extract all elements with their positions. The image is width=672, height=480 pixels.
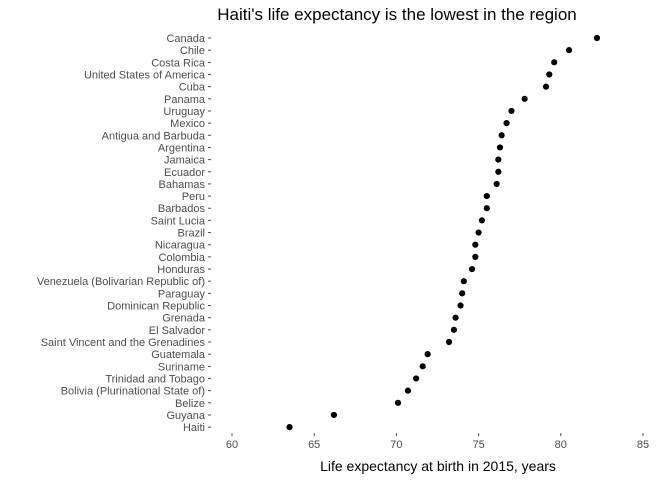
data-point bbox=[460, 278, 467, 285]
y-tick-label: Guatemala bbox=[151, 349, 206, 361]
y-tick-label: Guyana bbox=[166, 410, 205, 422]
data-point bbox=[286, 424, 293, 431]
x-axis-title: Life expectancy at birth in 2015, years bbox=[320, 458, 556, 474]
data-point bbox=[452, 314, 459, 321]
x-tick-label: 75 bbox=[472, 439, 484, 451]
x-tick-label: 60 bbox=[226, 439, 238, 451]
data-point bbox=[457, 302, 464, 309]
chart-title: Haiti's life expectancy is the lowest in… bbox=[217, 5, 576, 24]
data-point bbox=[450, 326, 458, 333]
data-point bbox=[404, 387, 412, 394]
x-tick-label: 65 bbox=[308, 439, 320, 451]
y-tick-label: Saint Lucia bbox=[151, 215, 206, 227]
y-tick-label: Bahamas bbox=[159, 179, 206, 191]
y-tick-label: Saint Vincent and the Grenadines bbox=[41, 337, 206, 349]
y-tick-label: Colombia bbox=[159, 252, 206, 264]
data-point bbox=[475, 229, 482, 236]
y-tick-label: Grenada bbox=[162, 313, 206, 325]
data-point bbox=[419, 363, 426, 370]
y-tick-label: Panama bbox=[164, 94, 206, 106]
data-point bbox=[330, 411, 338, 419]
y-tick-label: Argentina bbox=[158, 142, 206, 154]
data-point bbox=[521, 95, 528, 102]
data-point bbox=[551, 59, 558, 66]
data-point bbox=[498, 132, 505, 139]
data-point bbox=[472, 253, 479, 260]
y-tick-label: Chile bbox=[180, 45, 205, 57]
data-point bbox=[508, 107, 515, 115]
data-point bbox=[503, 120, 510, 127]
data-point bbox=[542, 83, 550, 90]
data-point bbox=[472, 241, 479, 248]
y-tick-label: Paraguay bbox=[158, 288, 206, 300]
x-tick-label: 85 bbox=[637, 439, 649, 451]
y-tick-label: Honduras bbox=[157, 264, 205, 276]
data-points bbox=[286, 34, 601, 431]
y-tick-label: Nicaragua bbox=[155, 240, 206, 252]
x-tick-label: 70 bbox=[390, 439, 402, 451]
data-point bbox=[495, 156, 502, 163]
y-tick-label: Venezuela (Bolivarian Republic of) bbox=[37, 276, 205, 288]
data-point bbox=[459, 290, 466, 297]
y-tick-label: Dominican Republic bbox=[107, 301, 205, 313]
y-tick-label: Trinidad and Tobago bbox=[105, 373, 205, 385]
y-tick-label: El Salvador bbox=[149, 325, 206, 337]
y-tick-label: Cuba bbox=[179, 82, 206, 94]
data-point bbox=[478, 217, 485, 224]
y-tick-label: Jamaica bbox=[164, 155, 206, 167]
data-point bbox=[468, 265, 476, 273]
data-point bbox=[394, 399, 402, 406]
y-tick-label: Canada bbox=[166, 33, 205, 45]
y-tick-label: Bolivia (Plurinational State of) bbox=[61, 386, 205, 398]
data-point bbox=[546, 71, 553, 78]
data-point bbox=[493, 180, 500, 188]
y-tick-label: Peru bbox=[182, 191, 205, 203]
data-point bbox=[445, 338, 453, 346]
data-point bbox=[495, 168, 502, 175]
y-tick-label: Mexico bbox=[170, 118, 205, 130]
y-tick-label: Antigua and Barbuda bbox=[102, 130, 206, 142]
y-tick-label: Suriname bbox=[158, 361, 205, 373]
y-tick-label: Costa Rica bbox=[151, 57, 206, 69]
x-tick-label: 80 bbox=[555, 439, 567, 451]
y-tick-label: United States of America bbox=[84, 69, 206, 81]
y-tick-label: Brazil bbox=[177, 228, 205, 240]
data-point bbox=[483, 192, 490, 200]
y-tick-label: Barbados bbox=[158, 203, 206, 215]
x-axis: 60 65 70 75 80 85 bbox=[226, 433, 649, 451]
y-tick-label: Belize bbox=[175, 398, 205, 410]
data-point bbox=[413, 375, 420, 382]
data-point bbox=[565, 47, 573, 54]
data-point bbox=[424, 351, 431, 358]
y-tick-label: Haiti bbox=[183, 422, 205, 434]
y-tick-label: Ecuador bbox=[164, 167, 205, 179]
data-point bbox=[593, 34, 601, 42]
data-point bbox=[496, 144, 504, 151]
data-point bbox=[483, 205, 490, 212]
y-tick-label: Uruguay bbox=[163, 106, 205, 118]
